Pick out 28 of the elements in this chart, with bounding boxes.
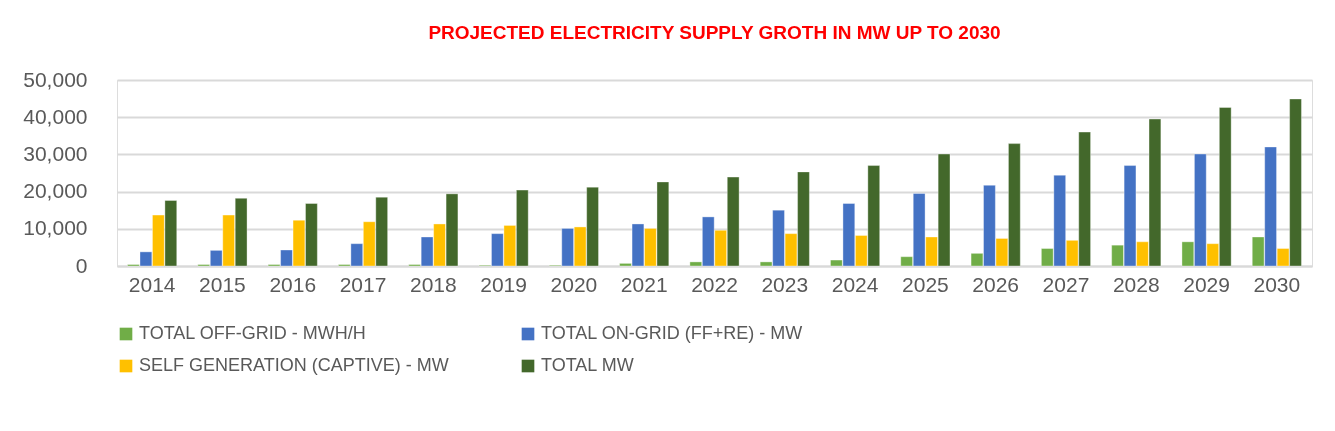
x-tick-label: 2020 — [550, 272, 598, 296]
x-tick-label: 2014 — [128, 272, 176, 296]
x-tick-label: 2025 — [902, 272, 949, 296]
y-tick-label: 0 — [75, 253, 88, 277]
legend-label: TOTAL OFF-GRID - MWH/H — [139, 323, 366, 343]
y-tick-label: 50,000 — [23, 67, 88, 91]
x-tick-label: 2024 — [831, 272, 879, 296]
x-tick-label: 2018 — [409, 272, 457, 296]
y-tick-label: 10,000 — [23, 216, 88, 240]
x-tick-label: 2028 — [1112, 272, 1160, 296]
chart-title: PROJECTED ELECTRICITY SUPPLY GROTH IN MW UP TO 2030 — [428, 22, 1001, 43]
legend-label: TOTAL ON-GRID (FF+RE) - MW — [541, 323, 803, 343]
x-tick-label: 2023 — [761, 272, 809, 296]
x-tick-label: 2027 — [1042, 272, 1090, 296]
x-tick-label: 2015 — [199, 272, 246, 296]
legend-label: TOTAL MW — [541, 355, 634, 375]
x-tick-label: 2026 — [972, 272, 1020, 296]
x-tick-label: 2016 — [269, 272, 317, 296]
legend-label: SELF GENERATION (CAPTIVE) - MW — [139, 355, 449, 375]
x-tick-label: 2017 — [339, 272, 387, 296]
y-tick-label: 20,000 — [23, 179, 88, 203]
x-tick-label: 2030 — [1253, 272, 1301, 296]
y-tick-label: 30,000 — [23, 141, 88, 165]
x-tick-label: 2019 — [480, 272, 527, 296]
x-tick-label: 2029 — [1183, 272, 1230, 296]
y-tick-label: 40,000 — [23, 104, 88, 128]
x-tick-label: 2022 — [691, 272, 738, 296]
x-tick-label: 2021 — [620, 272, 668, 296]
